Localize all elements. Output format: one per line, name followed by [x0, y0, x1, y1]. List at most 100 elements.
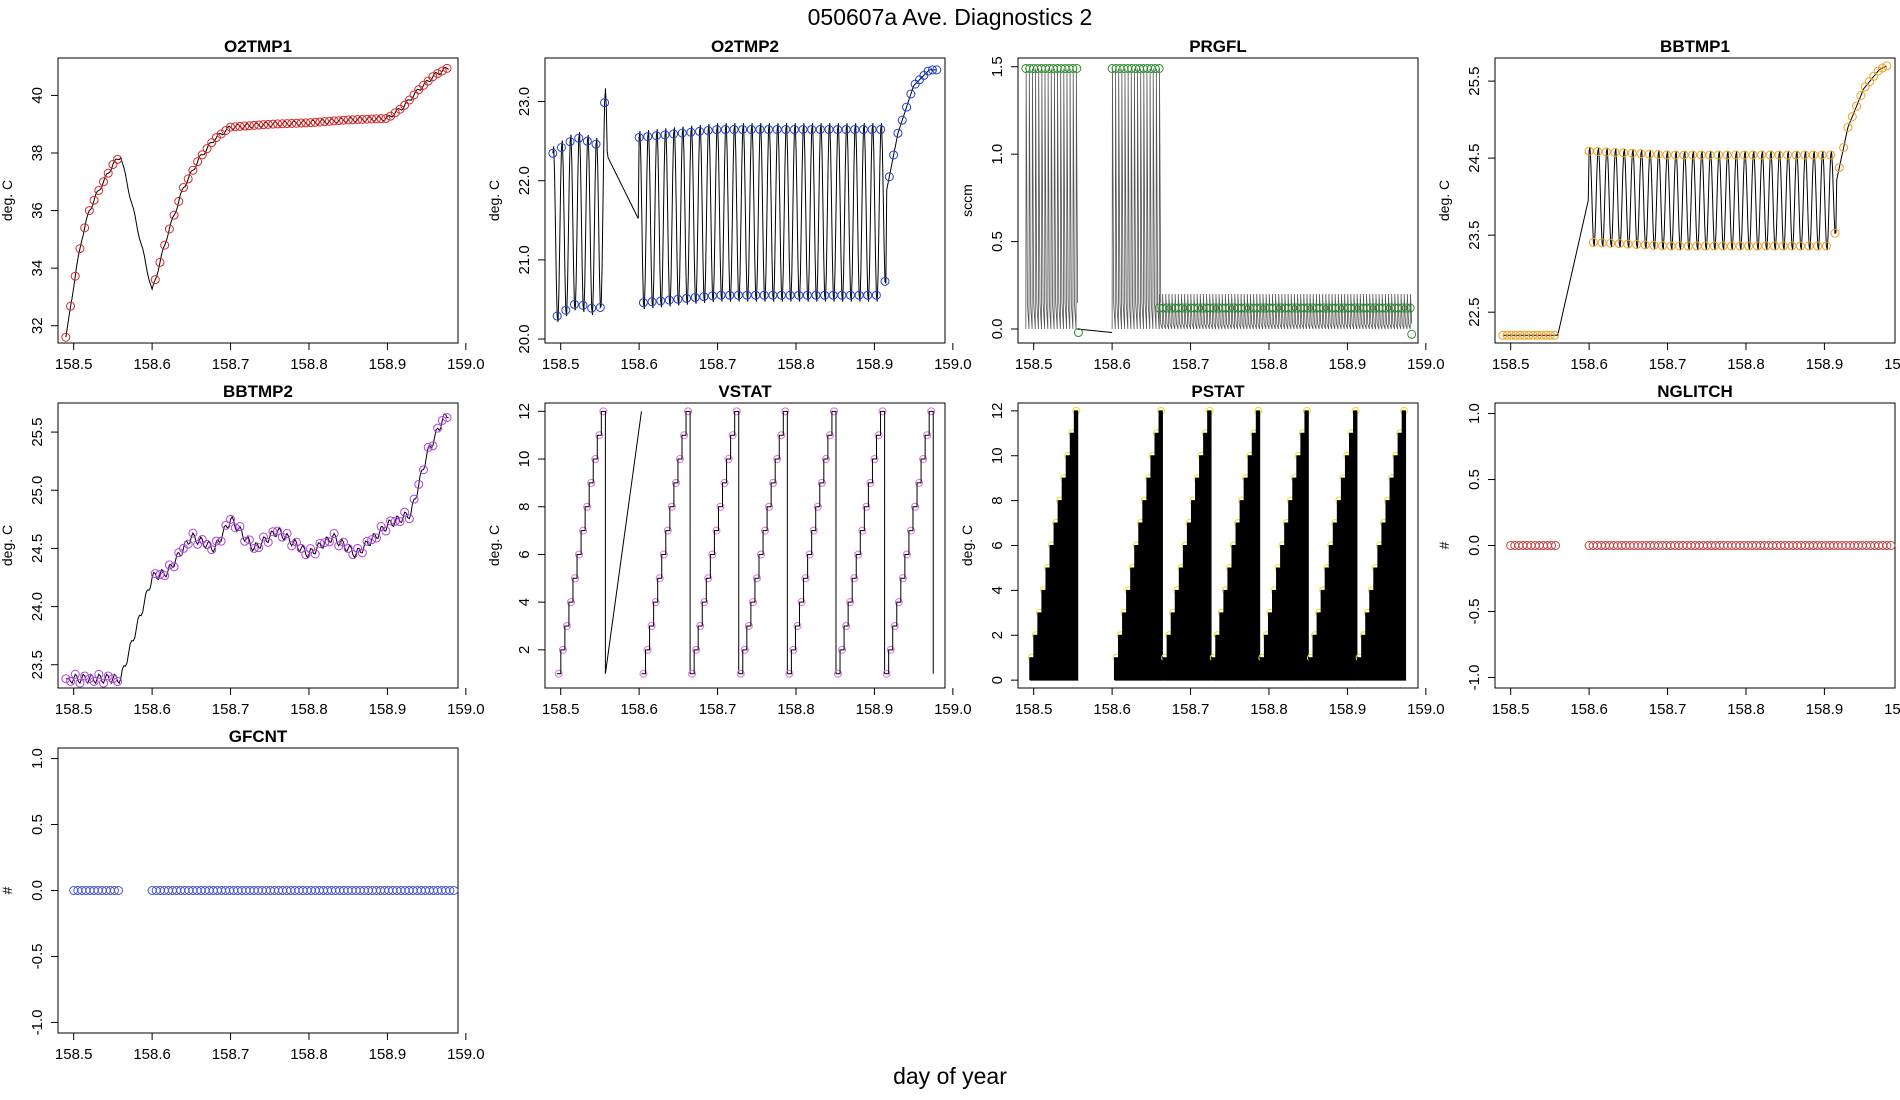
y-tick-label: 2	[989, 631, 1006, 639]
data-point	[813, 502, 822, 511]
y-tick-label: 10	[989, 447, 1006, 464]
y-tick-label: 23.0	[516, 87, 533, 116]
data-point	[155, 570, 165, 580]
data-point	[712, 125, 722, 135]
data-point	[850, 574, 859, 583]
panel-title: PSTAT	[1191, 382, 1245, 401]
data-point	[338, 537, 348, 547]
data-point	[757, 550, 766, 559]
data-point	[1770, 241, 1780, 251]
data-point	[634, 132, 644, 142]
x-tick-label: 159.0	[447, 356, 485, 373]
data-point	[178, 183, 188, 193]
data-point	[548, 148, 558, 158]
x-tick-label: 158.9	[1806, 356, 1844, 373]
data-point	[1813, 241, 1823, 251]
data-point	[574, 133, 584, 143]
data-point	[1623, 239, 1633, 249]
data-point	[400, 100, 410, 110]
x-tick-label: 158.7	[1649, 701, 1687, 718]
y-tick-label: 32	[29, 317, 46, 334]
data-point	[906, 526, 915, 535]
x-tick-label: 158.5	[1492, 356, 1530, 373]
data-point	[103, 168, 113, 178]
data-point	[1696, 150, 1706, 160]
data-point	[825, 431, 834, 440]
data-point	[765, 502, 774, 511]
data-point	[1519, 330, 1529, 340]
data-point	[1882, 541, 1892, 550]
data-point	[1636, 149, 1646, 159]
data-point	[789, 125, 799, 135]
data-point	[437, 66, 447, 76]
data-point	[433, 423, 443, 433]
data-point	[595, 302, 605, 312]
data-point	[437, 415, 447, 425]
data-point	[1839, 142, 1849, 152]
data-point	[720, 478, 729, 487]
data-point	[1506, 330, 1516, 340]
data-point	[197, 150, 207, 160]
data-point	[1739, 150, 1749, 160]
data-point	[764, 125, 774, 135]
data-point	[1541, 330, 1551, 340]
data-point	[202, 144, 212, 154]
data-point	[75, 678, 85, 688]
data-point	[367, 114, 377, 124]
data-point	[310, 549, 320, 559]
y-tick-label: 23.5	[1466, 221, 1483, 250]
data-point	[320, 538, 330, 548]
data-point	[647, 297, 657, 307]
data-point	[656, 296, 666, 306]
y-tick-label: -1.0	[29, 1010, 46, 1036]
data-point	[113, 154, 123, 164]
series-line	[690, 410, 740, 675]
data-point	[1627, 148, 1637, 158]
panel-title: GFCNT	[229, 727, 288, 746]
data-point	[669, 129, 679, 139]
data-point	[781, 125, 791, 135]
data-point	[858, 125, 868, 135]
data-point	[579, 526, 588, 535]
data-point	[1498, 330, 1508, 340]
data-point	[651, 598, 660, 607]
data-point	[244, 535, 254, 545]
data-point	[310, 117, 320, 127]
data-point	[744, 621, 753, 630]
data-point	[211, 132, 221, 142]
x-tick-label: 158.7	[699, 356, 737, 373]
data-point	[160, 240, 170, 250]
data-point	[1834, 163, 1844, 173]
data-point	[850, 125, 860, 135]
y-tick-label: 21.0	[516, 245, 533, 274]
data-point	[688, 669, 697, 678]
data-point	[1886, 541, 1896, 550]
data-point	[1150, 63, 1160, 73]
data-point	[1731, 150, 1741, 160]
panel-nglitch: NGLITCH #158.5 158.6 158.7 158.8 158.9 159.0 -1…	[1436, 382, 1900, 718]
series-line	[787, 410, 837, 675]
panel-title: VSTAT	[718, 382, 772, 401]
data-point	[1675, 241, 1685, 251]
data-point	[882, 669, 891, 678]
data-point	[841, 125, 851, 135]
data-point	[1511, 330, 1521, 340]
data-point	[565, 137, 575, 147]
data-point	[707, 291, 717, 301]
data-point	[1645, 149, 1655, 159]
x-tick-label: 159.0	[1407, 356, 1445, 373]
data-point	[230, 122, 240, 132]
data-point	[418, 465, 428, 475]
y-tick-label: 2	[516, 646, 533, 654]
data-point	[442, 413, 452, 423]
y-tick-label: 25.0	[29, 476, 46, 505]
data-point	[664, 295, 674, 305]
data-point	[291, 118, 301, 128]
data-point	[1683, 241, 1693, 251]
data-point	[94, 669, 104, 679]
data-point	[638, 298, 648, 308]
data-point	[748, 598, 757, 607]
series-line	[1502, 65, 1887, 336]
data-point	[240, 121, 250, 131]
data-point	[700, 598, 709, 607]
